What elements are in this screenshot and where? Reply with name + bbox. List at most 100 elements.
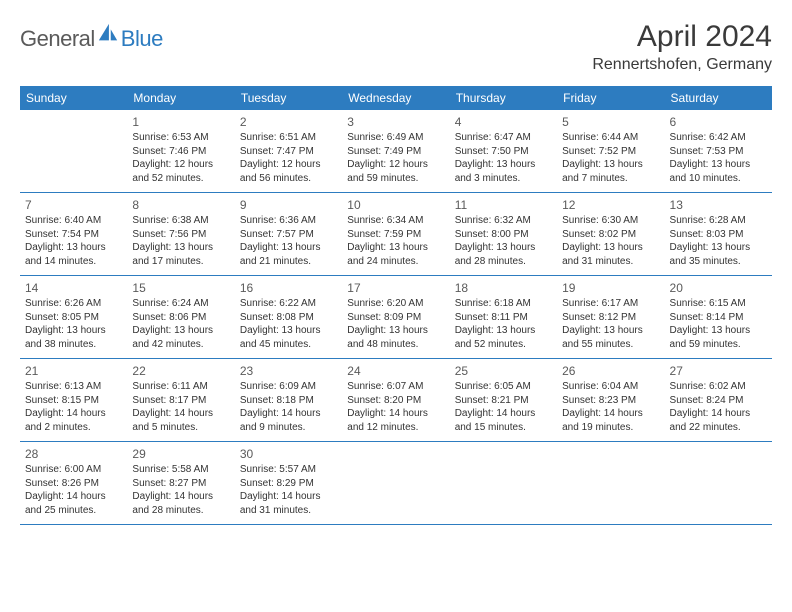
brand-part2: Blue [121,26,163,52]
sunrise-line: Sunrise: 6:09 AM [240,380,337,394]
sunrise-line: Sunrise: 6:53 AM [132,131,229,145]
weekday-header: Sunday [20,86,127,110]
weekday-header: Wednesday [342,86,449,110]
day-number: 6 [670,114,767,130]
daylight-line: Daylight: 14 hours and 9 minutes. [240,407,337,434]
calendar-cell: 20Sunrise: 6:15 AMSunset: 8:14 PMDayligh… [665,276,772,358]
daylight-line: Daylight: 13 hours and 45 minutes. [240,324,337,351]
day-number: 19 [562,280,659,296]
day-number: 9 [240,197,337,213]
sunset-line: Sunset: 8:05 PM [25,311,122,325]
calendar-cell: 11Sunrise: 6:32 AMSunset: 8:00 PMDayligh… [450,193,557,275]
sunset-line: Sunset: 7:50 PM [455,145,552,159]
weekday-header: Friday [557,86,664,110]
sunset-line: Sunset: 8:08 PM [240,311,337,325]
calendar-cell: 30Sunrise: 5:57 AMSunset: 8:29 PMDayligh… [235,442,342,524]
calendar-cell: 2Sunrise: 6:51 AMSunset: 7:47 PMDaylight… [235,110,342,192]
calendar-cell: 18Sunrise: 6:18 AMSunset: 8:11 PMDayligh… [450,276,557,358]
calendar-cell: 13Sunrise: 6:28 AMSunset: 8:03 PMDayligh… [665,193,772,275]
day-number: 18 [455,280,552,296]
calendar-grid: Sunday Monday Tuesday Wednesday Thursday… [20,86,772,525]
daylight-line: Daylight: 14 hours and 28 minutes. [132,490,229,517]
weekday-header: Thursday [450,86,557,110]
calendar-cell: 24Sunrise: 6:07 AMSunset: 8:20 PMDayligh… [342,359,449,441]
calendar-cell: 7Sunrise: 6:40 AMSunset: 7:54 PMDaylight… [20,193,127,275]
day-number: 13 [670,197,767,213]
daylight-line: Daylight: 12 hours and 52 minutes. [132,158,229,185]
sunrise-line: Sunrise: 6:47 AM [455,131,552,145]
calendar-cell: 15Sunrise: 6:24 AMSunset: 8:06 PMDayligh… [127,276,234,358]
calendar-cell: 6Sunrise: 6:42 AMSunset: 7:53 PMDaylight… [665,110,772,192]
sunrise-line: Sunrise: 6:24 AM [132,297,229,311]
day-number: 1 [132,114,229,130]
sunset-line: Sunset: 8:27 PM [132,477,229,491]
title-block: April 2024 Rennertshofen, Germany [592,20,772,74]
day-number: 29 [132,446,229,462]
sunrise-line: Sunrise: 6:07 AM [347,380,444,394]
sunset-line: Sunset: 8:02 PM [562,228,659,242]
daylight-line: Daylight: 13 hours and 52 minutes. [455,324,552,351]
sunset-line: Sunset: 8:24 PM [670,394,767,408]
daylight-line: Daylight: 13 hours and 24 minutes. [347,241,444,268]
day-number: 26 [562,363,659,379]
day-number: 25 [455,363,552,379]
sunset-line: Sunset: 8:12 PM [562,311,659,325]
daylight-line: Daylight: 13 hours and 17 minutes. [132,241,229,268]
sunset-line: Sunset: 8:06 PM [132,311,229,325]
day-number: 12 [562,197,659,213]
sunrise-line: Sunrise: 6:15 AM [670,297,767,311]
sunset-line: Sunset: 8:18 PM [240,394,337,408]
sunset-line: Sunset: 8:29 PM [240,477,337,491]
weekday-header: Tuesday [235,86,342,110]
header: General Blue April 2024 Rennertshofen, G… [20,20,772,74]
calendar-cell: 28Sunrise: 6:00 AMSunset: 8:26 PMDayligh… [20,442,127,524]
sunset-line: Sunset: 7:57 PM [240,228,337,242]
daylight-line: Daylight: 13 hours and 3 minutes. [455,158,552,185]
daylight-line: Daylight: 14 hours and 19 minutes. [562,407,659,434]
daylight-line: Daylight: 13 hours and 31 minutes. [562,241,659,268]
calendar-row: 28Sunrise: 6:00 AMSunset: 8:26 PMDayligh… [20,442,772,525]
day-number: 21 [25,363,122,379]
sunset-line: Sunset: 7:46 PM [132,145,229,159]
sunrise-line: Sunrise: 5:58 AM [132,463,229,477]
sunset-line: Sunset: 8:17 PM [132,394,229,408]
weekday-header: Saturday [665,86,772,110]
calendar-cell [20,110,127,192]
day-number: 10 [347,197,444,213]
calendar-cell: 29Sunrise: 5:58 AMSunset: 8:27 PMDayligh… [127,442,234,524]
sunrise-line: Sunrise: 6:20 AM [347,297,444,311]
calendar-cell [665,442,772,524]
daylight-line: Daylight: 13 hours and 10 minutes. [670,158,767,185]
location-label: Rennertshofen, Germany [592,56,772,74]
day-number: 4 [455,114,552,130]
day-number: 2 [240,114,337,130]
day-number: 22 [132,363,229,379]
sunset-line: Sunset: 8:20 PM [347,394,444,408]
sunrise-line: Sunrise: 6:00 AM [25,463,122,477]
daylight-line: Daylight: 14 hours and 22 minutes. [670,407,767,434]
calendar-cell: 19Sunrise: 6:17 AMSunset: 8:12 PMDayligh… [557,276,664,358]
sunset-line: Sunset: 7:54 PM [25,228,122,242]
brand-part1: General [20,26,95,52]
daylight-line: Daylight: 13 hours and 35 minutes. [670,241,767,268]
calendar-cell [342,442,449,524]
day-number: 11 [455,197,552,213]
brand-sail-icon [97,22,119,44]
sunrise-line: Sunrise: 6:40 AM [25,214,122,228]
sunrise-line: Sunrise: 6:26 AM [25,297,122,311]
calendar-cell [450,442,557,524]
calendar-row: 7Sunrise: 6:40 AMSunset: 7:54 PMDaylight… [20,193,772,276]
sunrise-line: Sunrise: 6:22 AM [240,297,337,311]
calendar-row: 21Sunrise: 6:13 AMSunset: 8:15 PMDayligh… [20,359,772,442]
daylight-line: Daylight: 12 hours and 59 minutes. [347,158,444,185]
sunset-line: Sunset: 7:53 PM [670,145,767,159]
sunrise-line: Sunrise: 6:51 AM [240,131,337,145]
calendar-cell: 4Sunrise: 6:47 AMSunset: 7:50 PMDaylight… [450,110,557,192]
daylight-line: Daylight: 14 hours and 5 minutes. [132,407,229,434]
sunrise-line: Sunrise: 6:49 AM [347,131,444,145]
sunset-line: Sunset: 8:15 PM [25,394,122,408]
daylight-line: Daylight: 13 hours and 48 minutes. [347,324,444,351]
sunrise-line: Sunrise: 6:36 AM [240,214,337,228]
day-number: 23 [240,363,337,379]
calendar-cell: 9Sunrise: 6:36 AMSunset: 7:57 PMDaylight… [235,193,342,275]
